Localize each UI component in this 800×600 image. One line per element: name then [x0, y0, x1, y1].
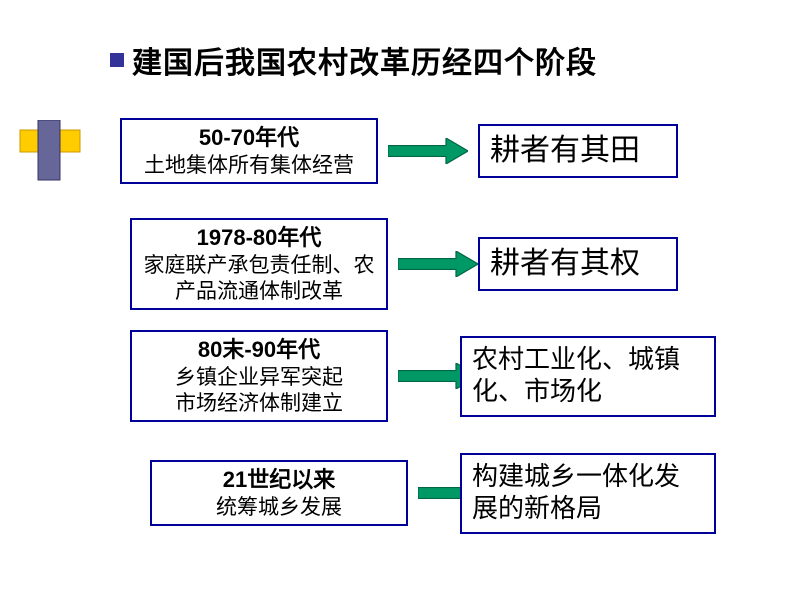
stage-period: 50-70年代 [128, 124, 370, 152]
stage-right-box: 农村工业化、城镇化、市场化 [460, 336, 716, 417]
stage-left-box: 21世纪以来统筹城乡发展 [150, 460, 408, 526]
stage-period: 80末-90年代 [138, 336, 380, 364]
stage-row: 50-70年代土地集体所有集体经营 耕者有其田 [120, 118, 378, 184]
stage-result: 农村工业化、城镇化、市场化 [472, 344, 704, 409]
title-bullet-icon [110, 53, 124, 67]
slide-deco-icon [10, 120, 100, 215]
stage-row: 1978-80年代家庭联产承包责任制、农产品流通体制改革 耕者有其权 [130, 218, 388, 310]
slide-title-row: 建国后我国农村改革历经四个阶段 [110, 38, 597, 82]
stage-left-box: 80末-90年代乡镇企业异军突起 市场经济体制建立 [130, 330, 388, 422]
arrow-icon [388, 138, 468, 164]
stage-result: 耕者有其田 [490, 132, 666, 170]
arrow-icon [398, 251, 478, 277]
stage-left-box: 50-70年代土地集体所有集体经营 [120, 118, 378, 184]
stage-right-box: 构建城乡一体化发展的新格局 [460, 453, 716, 534]
stage-left-box: 1978-80年代家庭联产承包责任制、农产品流通体制改革 [130, 218, 388, 310]
stage-right-box: 耕者有其田 [478, 124, 678, 178]
stage-desc: 统筹城乡发展 [158, 494, 400, 520]
stage-desc: 家庭联产承包责任制、农产品流通体制改革 [138, 252, 380, 305]
stage-desc: 土地集体所有集体经营 [128, 152, 370, 178]
stage-desc: 乡镇企业异军突起 市场经济体制建立 [138, 364, 380, 417]
stage-period: 1978-80年代 [138, 224, 380, 252]
stage-result: 构建城乡一体化发展的新格局 [472, 461, 704, 526]
stage-result: 耕者有其权 [490, 245, 666, 283]
slide-title: 建国后我国农村改革历经四个阶段 [132, 38, 597, 82]
stage-period: 21世纪以来 [158, 466, 400, 494]
stage-row: 80末-90年代乡镇企业异军突起 市场经济体制建立 农村工业化、城镇化、市场化 [130, 330, 388, 422]
stage-row: 21世纪以来统筹城乡发展 构建城乡一体化发展的新格局 [150, 460, 408, 526]
stage-right-box: 耕者有其权 [478, 237, 678, 291]
